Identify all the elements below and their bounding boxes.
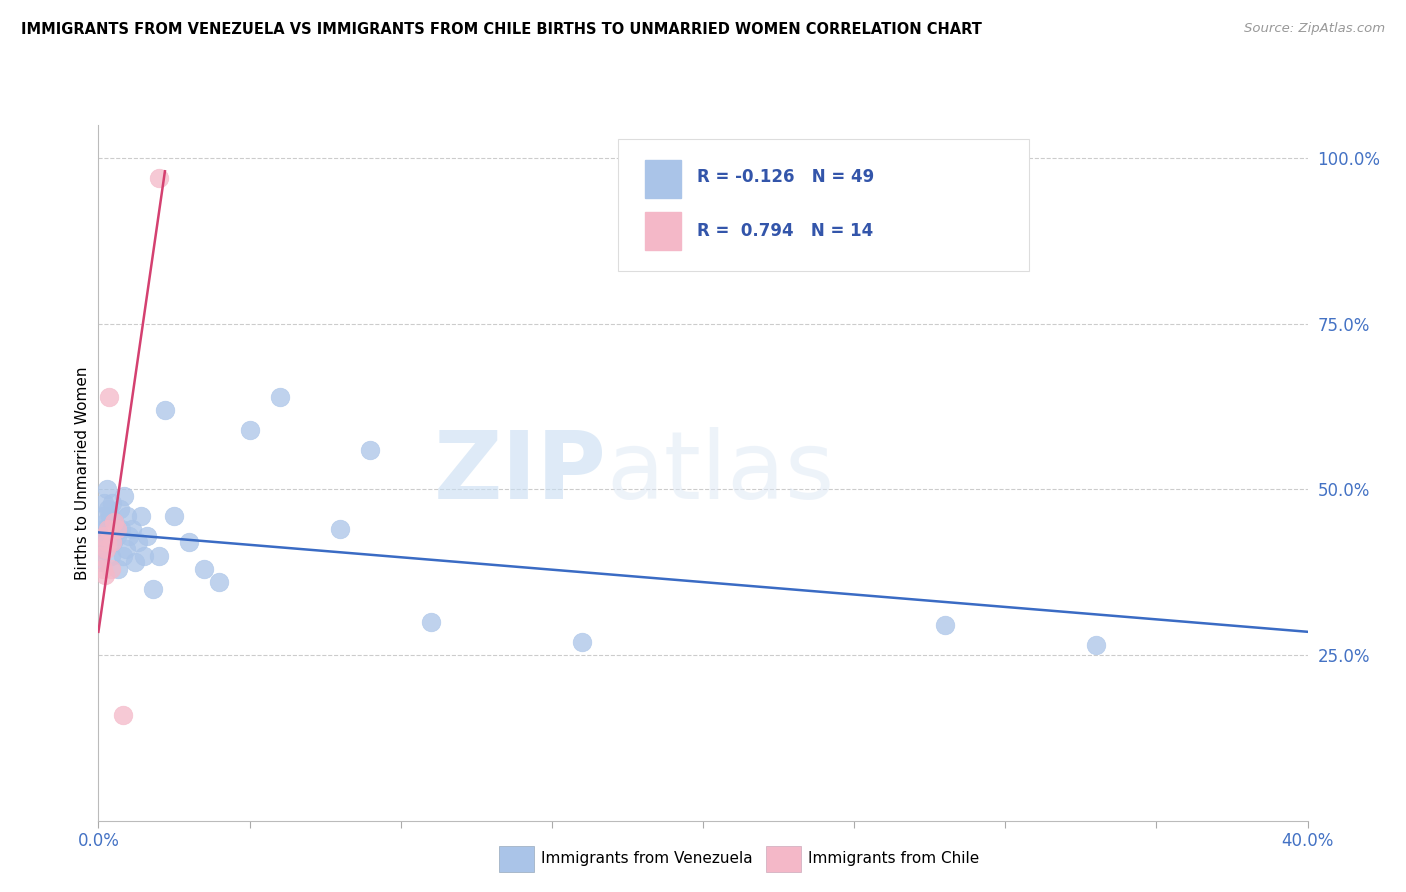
Point <box>153 402 176 417</box>
Point <box>94 568 117 582</box>
Point <box>934 618 956 632</box>
Point <box>98 529 121 543</box>
Point <box>360 442 382 457</box>
Point <box>129 508 152 523</box>
Point <box>105 529 128 543</box>
Point <box>1085 638 1108 652</box>
Y-axis label: Births to Unmarried Women: Births to Unmarried Women <box>75 366 90 580</box>
Point <box>93 495 115 509</box>
Text: Immigrants from Venezuela: Immigrants from Venezuela <box>541 852 754 866</box>
Point <box>239 423 262 437</box>
Point <box>90 535 112 549</box>
Point <box>103 516 125 530</box>
Point <box>127 535 149 549</box>
Point <box>104 522 127 536</box>
Point <box>101 535 124 549</box>
Point <box>101 535 124 549</box>
Point <box>98 390 121 404</box>
Point <box>132 549 155 563</box>
Point <box>94 541 117 556</box>
Point <box>179 535 201 549</box>
FancyBboxPatch shape <box>645 160 682 198</box>
Point <box>420 615 443 629</box>
Point <box>121 522 143 536</box>
Point <box>111 707 134 722</box>
Point <box>94 529 117 543</box>
Point <box>329 522 352 536</box>
Point <box>91 541 114 556</box>
Point <box>142 582 165 596</box>
Point <box>98 508 121 523</box>
Point <box>148 549 170 563</box>
Point <box>269 390 291 404</box>
Text: IMMIGRANTS FROM VENEZUELA VS IMMIGRANTS FROM CHILE BIRTHS TO UNMARRIED WOMEN COR: IMMIGRANTS FROM VENEZUELA VS IMMIGRANTS … <box>21 22 981 37</box>
Point <box>93 529 115 543</box>
Point <box>110 522 132 536</box>
Point <box>135 529 157 543</box>
Point <box>103 516 125 530</box>
Point <box>114 541 136 556</box>
Point <box>108 502 131 516</box>
Point <box>94 516 117 530</box>
Point <box>148 170 170 185</box>
Point <box>208 575 231 590</box>
Text: R =  0.794   N = 14: R = 0.794 N = 14 <box>697 221 873 240</box>
Point <box>118 529 141 543</box>
Text: Source: ZipAtlas.com: Source: ZipAtlas.com <box>1244 22 1385 36</box>
Point <box>107 562 129 576</box>
Text: atlas: atlas <box>606 426 835 519</box>
Point <box>571 634 593 648</box>
Point <box>112 489 135 503</box>
Point <box>91 562 114 576</box>
Point <box>101 495 124 509</box>
Text: ZIP: ZIP <box>433 426 606 519</box>
Point <box>96 535 118 549</box>
Point <box>163 508 186 523</box>
Text: Immigrants from Chile: Immigrants from Chile <box>808 852 980 866</box>
Point <box>97 522 120 536</box>
Point <box>100 522 122 536</box>
Point <box>90 555 112 569</box>
Point <box>91 508 114 523</box>
Point <box>100 549 122 563</box>
Point <box>124 555 146 569</box>
Point <box>105 522 128 536</box>
FancyBboxPatch shape <box>645 211 682 250</box>
Point <box>115 508 138 523</box>
Point <box>100 562 122 576</box>
Point <box>96 483 118 497</box>
Point <box>93 522 115 536</box>
FancyBboxPatch shape <box>619 139 1029 271</box>
Point <box>96 535 118 549</box>
Point <box>111 549 134 563</box>
Point <box>90 549 112 563</box>
Point <box>97 502 120 516</box>
Point <box>193 562 215 576</box>
Text: R = -0.126   N = 49: R = -0.126 N = 49 <box>697 168 875 186</box>
